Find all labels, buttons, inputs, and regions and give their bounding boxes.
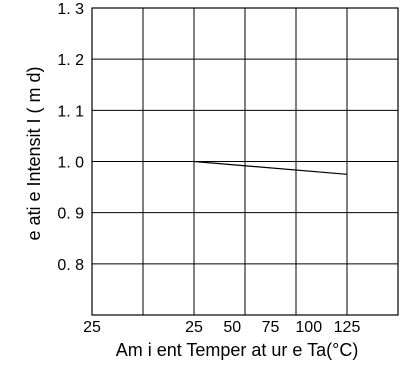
grid — [92, 8, 398, 315]
series-line — [193, 160, 348, 175]
y-tick-label: 1. 3 — [57, 1, 84, 18]
x-axis-label: Am i ent Temper at ur e Ta(°C) — [116, 340, 359, 360]
x-tick-label: 25 — [83, 319, 101, 336]
x-tick-label: 125 — [334, 319, 361, 336]
y-tick-label: 0. 8 — [57, 257, 84, 274]
x-tick-label: 50 — [223, 319, 241, 336]
series-layer — [193, 160, 348, 175]
y-axis-label: e ati e Intensit I ( m d) — [24, 66, 44, 240]
y-tick-label: 1. 2 — [57, 52, 84, 69]
y-tick-label: 1. 1 — [57, 103, 84, 120]
x-tick-label: 100 — [295, 319, 322, 336]
x-tick-label: 75 — [262, 319, 280, 336]
y-tick-labels: 1. 3 1. 2 1. 1 1. 0 0. 9 0. 8 — [57, 1, 84, 274]
y-tick-label: 1. 0 — [57, 155, 84, 172]
y-tick-label: 0. 9 — [57, 206, 84, 223]
plot-frame — [91, 7, 399, 316]
x-tick-label: 25 — [185, 319, 203, 336]
x-tick-labels: 25 25 50 75 100 125 — [83, 319, 360, 336]
